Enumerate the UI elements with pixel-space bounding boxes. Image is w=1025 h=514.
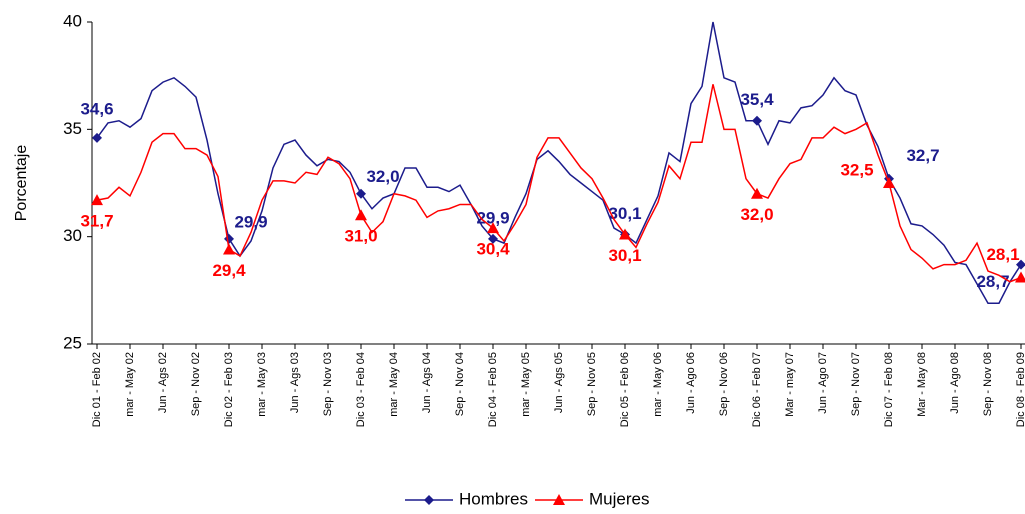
legend-label: Hombres (459, 489, 528, 508)
data-label: 32,0 (740, 205, 773, 224)
data-point (91, 194, 103, 206)
data-label: 30,1 (608, 204, 641, 223)
data-point (223, 243, 235, 255)
data-label: 31,7 (80, 212, 113, 231)
data-label: 28,1 (986, 245, 1019, 264)
data-label: 34,6 (80, 99, 113, 118)
y-tick-label: 25 (63, 333, 82, 352)
x-tick-label: Dic 03 - Feb 04 (355, 352, 367, 427)
data-label: 29,9 (234, 212, 267, 231)
x-tick-label: Sep - Nov 07 (850, 352, 862, 416)
data-point (356, 188, 366, 199)
x-tick-label: mar - May 06 (652, 352, 664, 417)
data-point (488, 233, 498, 244)
x-tick-label: Dic 05 - Feb 06 (619, 352, 631, 427)
data-point (1016, 259, 1025, 270)
y-tick-label: 30 (63, 226, 82, 245)
x-tick-label: Jun - Ago 06 (685, 352, 697, 414)
data-point (92, 132, 102, 143)
x-tick-label: Mar - may 07 (784, 352, 796, 417)
x-tick-label: Jun - Ags 05 (553, 352, 565, 413)
x-tick-label: mar - May 05 (520, 352, 532, 417)
data-point (752, 115, 762, 126)
x-tick-label: Jun - Ags 03 (289, 352, 301, 413)
x-tick-label: Sep - Nov 03 (322, 352, 334, 416)
data-point (619, 228, 631, 240)
data-label: 28,7 (976, 272, 1009, 291)
series-line (96, 84, 1022, 283)
y-tick-label: 35 (63, 119, 82, 138)
legend-marker (424, 495, 434, 505)
x-tick-label: Jun - Ags 02 (157, 352, 169, 413)
data-label: 29,4 (212, 261, 246, 280)
x-tick-label: Dic 07 - Feb 08 (883, 352, 895, 427)
data-point (1015, 271, 1025, 283)
data-point (751, 187, 763, 199)
data-label: 30,4 (476, 240, 510, 259)
y-tick-label: 40 (63, 11, 82, 30)
x-tick-label: Dic 04 - Feb 05 (487, 352, 499, 427)
x-tick-label: Sep - Nov 06 (718, 352, 730, 416)
x-tick-label: Jun - Ags 04 (421, 352, 433, 413)
data-label: 32,0 (366, 167, 399, 186)
data-label: 35,4 (740, 90, 774, 109)
x-tick-label: Mar - May 08 (916, 352, 928, 417)
y-axis-title: Porcentaje (13, 145, 30, 222)
x-tick-label: Sep - Nov 05 (586, 352, 598, 416)
data-label: 32,7 (906, 146, 939, 165)
x-tick-label: mar - May 03 (256, 352, 268, 417)
x-tick-label: Jun - Ago 07 (817, 352, 829, 414)
legend-label: Mujeres (589, 489, 649, 508)
x-tick-label: Dic 02 - Feb 03 (223, 352, 235, 427)
x-tick-label: Jun - Ago 08 (949, 352, 961, 414)
x-tick-label: Dic 06 - Feb 07 (751, 352, 763, 427)
data-label: 30,1 (608, 246, 641, 265)
x-tick-label: Dic 01 - Feb 02 (91, 352, 103, 427)
data-label: 32,5 (840, 160, 873, 179)
x-tick-label: mar - May 04 (388, 352, 400, 417)
x-tick-label: Sep - Nov 02 (190, 352, 202, 416)
data-point (883, 177, 895, 188)
data-point (224, 233, 234, 244)
data-label: 31,0 (344, 227, 377, 246)
legend-marker (553, 494, 565, 505)
x-tick-label: Dic 08 - Feb 09 (1015, 352, 1025, 427)
data-point (355, 209, 367, 221)
x-tick-label: mar - May 02 (124, 352, 136, 417)
x-tick-label: Sep - Nov 04 (454, 352, 466, 416)
data-point (487, 222, 499, 234)
x-tick-label: Sep - Nov 08 (982, 352, 994, 416)
